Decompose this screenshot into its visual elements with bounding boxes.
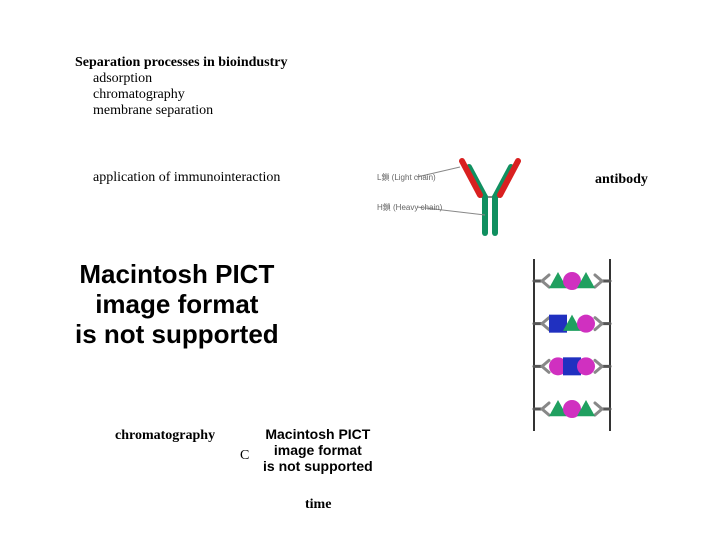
- pict1-l1: Macintosh PICT: [75, 260, 279, 290]
- subheading: application of immunointeraction: [93, 170, 280, 186]
- page-title: Separation processes in bioindustry: [75, 55, 288, 71]
- column-diagram: [502, 255, 642, 435]
- pict2-l3: is not supported: [263, 458, 373, 474]
- bullet-adsorption: adsorption: [75, 71, 288, 87]
- chromatography-label: chromatography: [115, 428, 215, 444]
- pict1-l3: is not supported: [75, 320, 279, 350]
- heading-block: Separation processes in bioindustry adso…: [75, 55, 288, 119]
- pict-unsupported-1: Macintosh PICT image format is not suppo…: [75, 260, 279, 350]
- pict-unsupported-2: Macintosh PICT image format is not suppo…: [263, 426, 373, 474]
- axis-x-label: time: [305, 497, 331, 513]
- pict2-l2: image format: [263, 442, 373, 458]
- svg-text:L鎖 (Light chain): L鎖 (Light chain): [377, 172, 436, 182]
- bullet-membrane: membrane separation: [75, 103, 288, 119]
- bullet-chromatography: chromatography: [75, 87, 288, 103]
- axis-y-label: C: [240, 448, 249, 464]
- pict2-l1: Macintosh PICT: [263, 426, 373, 442]
- svg-text:H鎖 (Heavy chain): H鎖 (Heavy chain): [377, 202, 443, 212]
- pict1-l2: image format: [75, 290, 279, 320]
- antibody-label: antibody: [595, 172, 648, 188]
- antibody-diagram: L鎖 (Light chain) H鎖 (Heavy chain): [375, 155, 575, 250]
